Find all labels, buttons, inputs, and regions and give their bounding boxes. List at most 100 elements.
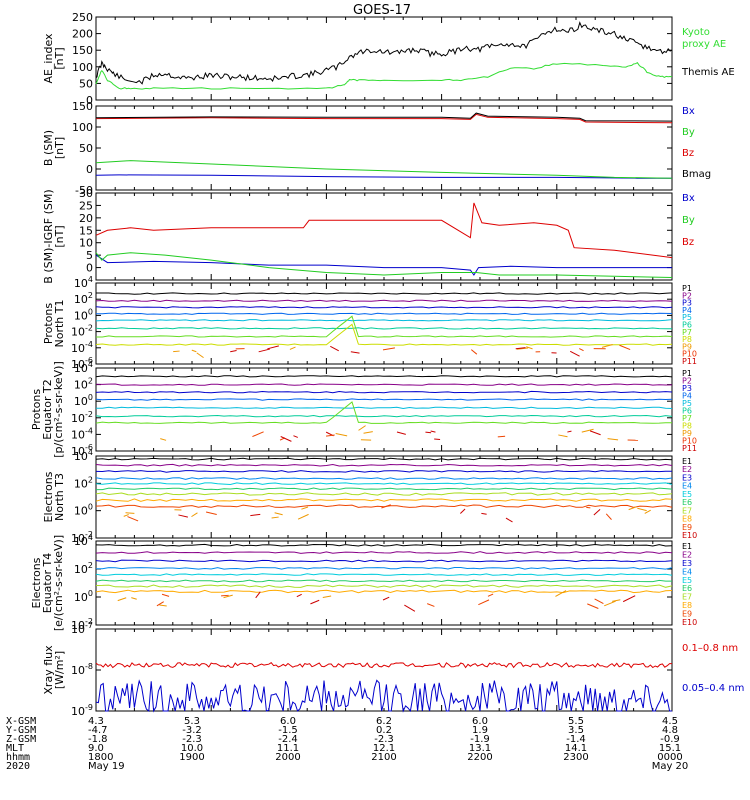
x-axis-value: 6.0 [472, 716, 488, 727]
sparse-segment [230, 350, 237, 353]
series-line-themis-ae [95, 21, 673, 85]
sparse-segment [505, 517, 513, 523]
legend-entry: E9 [682, 523, 692, 532]
x-axis-value: -1.8 [88, 734, 108, 745]
legend-entry: Bx [682, 106, 695, 117]
x-axis-value: 3.5 [568, 725, 584, 736]
series-line-bmag [95, 112, 673, 122]
sparse-segment [159, 604, 167, 607]
y-axis-label: North T1 [53, 300, 66, 348]
sparse-segment [382, 347, 396, 351]
x-axis-value: 4.8 [662, 725, 678, 736]
series-line-bz [95, 113, 673, 124]
sparse-segment [622, 595, 636, 603]
legend-entry: P10 [682, 437, 697, 446]
sparse-segment [178, 514, 188, 518]
legend-entry: Bx [682, 193, 695, 204]
sparse-segment [205, 511, 217, 516]
sparse-segment [363, 431, 373, 434]
sparse-segment [267, 345, 279, 350]
legend-entry: P5 [682, 313, 692, 322]
legend-entry: Bmag [682, 169, 711, 180]
sparse-segment [637, 507, 647, 512]
series-line-p8 [95, 323, 673, 346]
legend-entry: By [682, 127, 695, 138]
legend-entry: Bz [682, 237, 694, 248]
legend-entry: E9 [682, 610, 692, 619]
y-tick-label: 100 [74, 589, 93, 604]
legend-entry: P10 [682, 350, 697, 359]
y-tick-label: 102 [74, 291, 93, 306]
sparse-segment [296, 593, 302, 598]
sparse-segment [156, 601, 164, 607]
series-line-e8 [95, 589, 673, 594]
x-axis-value: 0000 [657, 752, 682, 763]
x-axis-value: 2200 [467, 752, 492, 763]
y-tick-label: 5 [86, 249, 93, 262]
sparse-segment [280, 436, 292, 442]
series-line-p5 [95, 319, 673, 322]
sparse-segment [221, 594, 229, 597]
x-axis-value: 13.1 [469, 743, 491, 754]
y-tick-label: 10-8 [71, 662, 93, 677]
sparse-segment [223, 594, 233, 599]
sparse-segment [404, 604, 416, 612]
sparse-segment [289, 346, 296, 350]
y-tick-label: 15 [79, 224, 93, 237]
series-line-e5 [95, 482, 673, 486]
x-axis-value: -1.4 [566, 734, 586, 745]
sparse-segment [117, 597, 127, 602]
legend-entry: E8 [682, 601, 692, 610]
sparse-segment [123, 514, 129, 517]
series-line-e4 [95, 477, 673, 480]
sparse-segment [604, 600, 616, 607]
sparse-segment [173, 350, 180, 353]
y-tick-label: 102 [74, 561, 93, 576]
legend-entry: E4 [682, 567, 692, 576]
sparse-segment [326, 434, 335, 437]
legend-entry: P4 [682, 306, 692, 315]
sparse-segment [601, 343, 613, 348]
y-tick-label: 10-4 [71, 340, 93, 355]
sparse-segment [526, 346, 533, 350]
sparse-segment [358, 425, 366, 431]
y-tick-label: 20 [79, 212, 93, 225]
x-axis-value: -2.3 [374, 734, 394, 745]
y-axis-label: Protons [30, 389, 43, 430]
legend-entry: P6 [682, 407, 692, 416]
x-axis-value: 5.5 [568, 716, 584, 727]
sparse-segment [382, 596, 390, 601]
legend-entry: E1 [682, 542, 692, 551]
legend-entry: E2 [682, 550, 692, 559]
legend-entry: By [682, 215, 695, 226]
legend-entry: P8 [682, 335, 692, 344]
sparse-segment [161, 593, 170, 597]
y-tick-label: 10 [79, 237, 93, 250]
legend-entry: E2 [682, 465, 692, 474]
y-axis-label: Electrons [30, 557, 43, 608]
sparse-segment [252, 431, 264, 438]
x-axis-value: 11.1 [277, 743, 299, 754]
y-axis-label: [nT] [53, 47, 66, 69]
y-tick-label: 25 [79, 199, 93, 212]
y-tick-label: 30 [79, 187, 93, 200]
sparse-segment [555, 590, 567, 597]
sparse-segment [581, 428, 594, 433]
sparse-segment [589, 430, 601, 436]
y-tick-label: 50 [79, 142, 93, 155]
y-tick-label: 102 [74, 475, 93, 490]
series-line-e6 [95, 579, 672, 583]
y-tick-label: 0 [86, 163, 93, 176]
sparse-segment [250, 513, 261, 517]
legend-entry: E7 [682, 593, 692, 602]
x-axis-value: 15.1 [659, 743, 681, 754]
series-line-p2 [95, 383, 673, 386]
legend-entry: P11 [682, 444, 697, 453]
sparse-segment [515, 347, 526, 350]
legend-entry: P4 [682, 392, 692, 401]
series-line-p3 [95, 390, 673, 394]
legend-entry: P2 [682, 291, 692, 300]
